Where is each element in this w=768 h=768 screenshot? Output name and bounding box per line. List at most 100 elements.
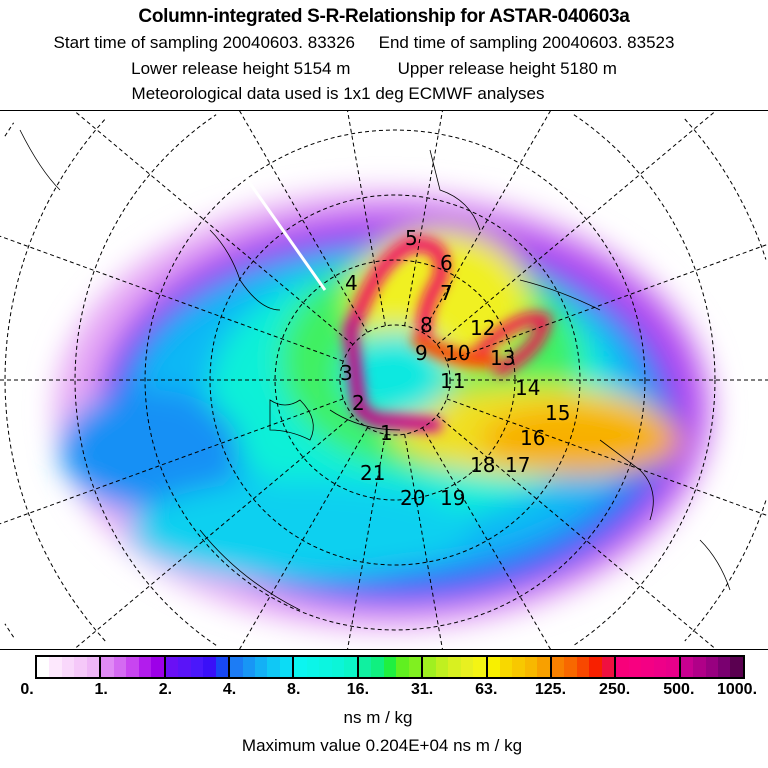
colorbar-swatch bbox=[524, 657, 538, 677]
colorbar-swatch bbox=[653, 657, 667, 677]
colorbar-segment bbox=[616, 657, 681, 677]
colorbar-swatch bbox=[641, 657, 654, 677]
colorbar-tick-label: 500. bbox=[663, 681, 695, 698]
longitude-line bbox=[0, 235, 344, 362]
colorbar-swatch bbox=[242, 657, 256, 677]
colorbar-swatch bbox=[178, 657, 191, 677]
colorbar-swatch bbox=[564, 657, 577, 677]
colorbar-swatch bbox=[215, 657, 229, 677]
colorbar-segment bbox=[165, 657, 231, 677]
track-point-label: 12 bbox=[470, 316, 495, 340]
colorbar-swatch bbox=[165, 657, 179, 677]
colorbar-segment bbox=[358, 657, 424, 677]
colorbar-swatch bbox=[460, 657, 474, 677]
colorbar-swatch bbox=[601, 657, 615, 677]
latitude-circle bbox=[74, 114, 716, 646]
colorbar-swatch bbox=[576, 657, 590, 677]
colorbar-swatch bbox=[730, 657, 743, 677]
latitude-circle bbox=[4, 118, 767, 642]
colorbar-segment bbox=[230, 657, 295, 677]
latitude-circle bbox=[4, 122, 15, 638]
track-point-label: 11 bbox=[440, 369, 465, 393]
colorbar-swatch bbox=[718, 657, 731, 677]
track-point-label: 8 bbox=[420, 313, 433, 337]
colorbar-swatch bbox=[473, 657, 486, 677]
colorbar-swatch bbox=[37, 657, 50, 677]
track-point-label: 20 bbox=[400, 486, 425, 510]
colorbar-tick-label: 31. bbox=[410, 681, 434, 698]
maximum-value: Maximum value 0.204E+04 ns m / kg bbox=[241, 736, 523, 755]
longitude-line bbox=[436, 415, 718, 650]
coastlines bbox=[19, 129, 731, 611]
colorbar-swatch bbox=[551, 657, 565, 677]
release-height-line: Lower release height 5154 m Upper releas… bbox=[131, 59, 617, 78]
met-data-line: Meteorological data used is 1x1 deg ECMW… bbox=[131, 84, 545, 103]
colorbar-swatch bbox=[371, 657, 384, 677]
colorbar-swatch bbox=[344, 657, 357, 677]
colorbar-tick-label: 250. bbox=[599, 681, 631, 698]
colorbar-swatch bbox=[423, 657, 436, 677]
track-point-label: 15 bbox=[545, 401, 570, 425]
colorbar-swatch bbox=[616, 657, 629, 677]
sampling-time-line: Start time of sampling 20040603. 83326 E… bbox=[53, 33, 675, 52]
track-point-label: 3 bbox=[340, 361, 353, 385]
longitude-line bbox=[422, 110, 552, 333]
colorbar-swatch bbox=[294, 657, 307, 677]
colorbar-segment bbox=[294, 657, 359, 677]
colorbar-swatch bbox=[408, 657, 422, 677]
longitude-line bbox=[346, 110, 386, 326]
track-point-label: 14 bbox=[515, 376, 540, 400]
colorbar-swatch bbox=[190, 657, 204, 677]
colorbar-swatch bbox=[255, 657, 268, 677]
colorbar-tick-label: 125. bbox=[534, 681, 567, 698]
colorbar-swatch bbox=[487, 657, 500, 677]
missing-data-stripe bbox=[228, 154, 327, 291]
colorbar-swatch bbox=[203, 657, 216, 677]
colorbar-swatch bbox=[49, 657, 62, 677]
track-point-label: 10 bbox=[445, 341, 470, 365]
colorbar-tick-label: 63. bbox=[475, 681, 498, 698]
track-point-label: 16 bbox=[520, 426, 545, 450]
track-point-label: 19 bbox=[440, 486, 465, 510]
colorbar-segment bbox=[423, 657, 488, 677]
colorbar-swatch bbox=[279, 657, 293, 677]
colorbar bbox=[35, 655, 745, 679]
colorbar-swatch bbox=[101, 657, 114, 677]
colorbar-swatch bbox=[86, 657, 100, 677]
colorbar-swatch bbox=[589, 657, 602, 677]
track-point-label: 21 bbox=[360, 461, 385, 485]
colorbar-swatch bbox=[435, 657, 449, 677]
longitude-line bbox=[238, 110, 368, 333]
longitude-line bbox=[404, 434, 444, 650]
longitude-line bbox=[0, 398, 344, 525]
track-point-label: 18 bbox=[470, 453, 495, 477]
colorbar-swatch bbox=[306, 657, 320, 677]
colorbar-segment bbox=[37, 657, 102, 677]
colorbar-segment bbox=[680, 657, 743, 677]
colorbar-swatch bbox=[383, 657, 397, 677]
colorbar-swatch bbox=[319, 657, 332, 677]
colorbar-tick-label: 4. bbox=[222, 681, 237, 698]
colorbar-tick-label: 1000. bbox=[716, 681, 758, 698]
colorbar-swatch bbox=[512, 657, 525, 677]
colorbar-swatch bbox=[113, 657, 127, 677]
longitude-line bbox=[72, 415, 354, 650]
colorbar-swatch bbox=[396, 657, 409, 677]
longitude-line bbox=[404, 110, 444, 326]
track-point-label: 9 bbox=[415, 341, 428, 365]
colorbar-unit: ns m / kg bbox=[343, 708, 413, 727]
colorbar-swatch bbox=[705, 657, 718, 677]
colorbar-tick-label: 16. bbox=[346, 681, 370, 698]
latitude-circle bbox=[144, 129, 646, 631]
colorbar-segment bbox=[487, 657, 552, 677]
longitude-line bbox=[446, 243, 768, 362]
colorbar-swatch bbox=[61, 657, 75, 677]
track-point-label: 1 bbox=[380, 421, 393, 445]
track-point-label: 6 bbox=[440, 251, 453, 275]
colorbar-swatch bbox=[680, 657, 694, 677]
longitude-line bbox=[238, 427, 368, 650]
graticule bbox=[0, 110, 768, 650]
colorbar-swatch bbox=[267, 657, 280, 677]
